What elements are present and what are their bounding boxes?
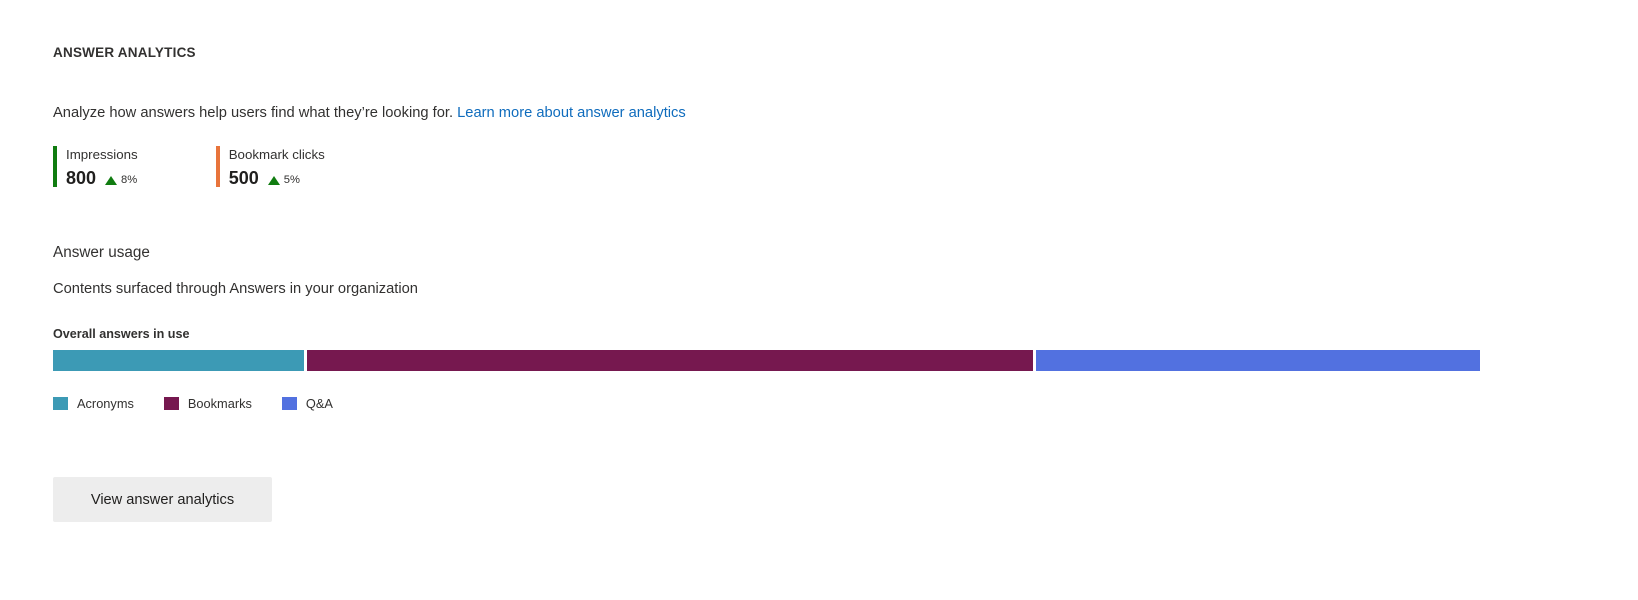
kpi-accent-bar: [215, 146, 220, 187]
chart-title: Overall answers in use: [53, 327, 190, 341]
kpi-trend: 8%: [105, 174, 137, 186]
legend-item-qa[interactable]: Q&A: [281, 396, 333, 411]
kpi-value: 500: [228, 168, 259, 188]
triangle-up-icon: [105, 176, 118, 185]
legend-swatch-icon: [53, 397, 68, 410]
legend-swatch-icon: [281, 397, 297, 410]
kpi-label: Impressions: [66, 147, 138, 162]
legend-label: Acronyms: [77, 396, 134, 411]
kpi-value: 800: [66, 168, 97, 188]
kpi-delta: 8%: [121, 173, 138, 186]
legend-label: Q&A: [305, 396, 333, 411]
kpi-accent-bar: [53, 146, 57, 187]
bar-segment-bookmarks[interactable]: [307, 350, 1034, 371]
kpi-body: Bookmark clicks 500 5%: [229, 146, 325, 189]
kpi-trend: 5%: [267, 173, 300, 186]
view-answer-analytics-button[interactable]: View answer analytics: [53, 477, 272, 522]
kpi-body: Impressions 800 8%: [66, 146, 138, 189]
legend-label: Bookmarks: [187, 396, 252, 411]
section-description: Analyze how answers help users find what…: [53, 103, 686, 123]
legend-swatch-icon: [163, 397, 179, 410]
kpi-value-row: 800 8%: [66, 167, 138, 189]
legend-item-acronyms[interactable]: Acronyms: [53, 396, 134, 411]
kpi-card-bookmark-clicks: Bookmark clicks 500 5%: [215, 146, 325, 189]
answer-usage-subtitle: Contents surfaced through Answers in you…: [53, 281, 418, 297]
triangle-up-icon: [267, 176, 280, 185]
stacked-bar-chart: [53, 350, 1480, 371]
legend-item-bookmarks[interactable]: Bookmarks: [163, 396, 252, 411]
kpi-card-impressions: Impressions 800 8%: [53, 146, 138, 189]
kpi-delta: 5%: [283, 173, 300, 186]
learn-more-link[interactable]: Learn more about answer analytics: [457, 105, 686, 121]
page-title: ANSWER ANALYTICS: [53, 45, 196, 60]
chart-legend: Acronyms Bookmarks Q&A: [53, 396, 363, 411]
bar-segment-acronyms[interactable]: [53, 350, 305, 371]
bar-segment-qa[interactable]: [1036, 350, 1480, 371]
description-text: Analyze how answers help users find what…: [53, 105, 454, 121]
kpi-label: Bookmark clicks: [228, 147, 325, 162]
answer-usage-heading: Answer usage: [53, 244, 150, 261]
kpi-row: Impressions 800 8% Bookmark clicks 500: [53, 146, 403, 189]
kpi-value-row: 500 5%: [229, 167, 325, 189]
